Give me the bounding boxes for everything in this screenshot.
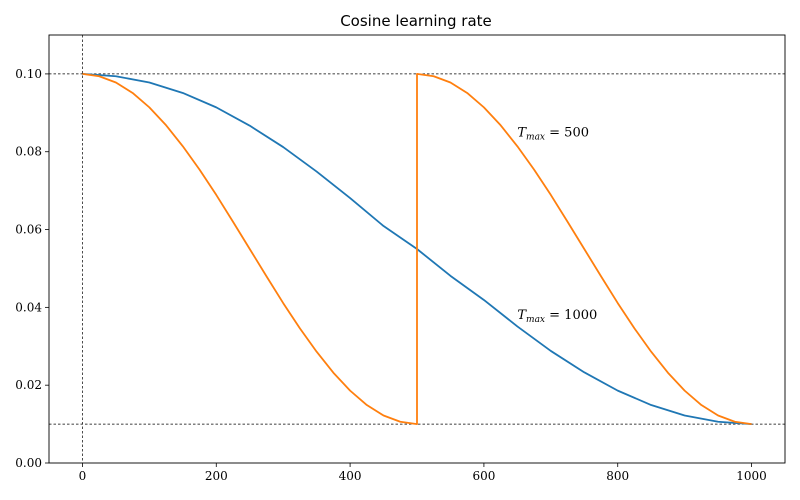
x-tick-label: 0 (79, 469, 87, 483)
x-tick-label: 1000 (736, 469, 767, 483)
series-annotation-1: Tmax = 500 (517, 125, 589, 142)
y-tick-label: 0.08 (15, 145, 42, 159)
series-annotation-2: Tmax = 1000 (517, 308, 597, 325)
plot-area-frame (48, 34, 786, 464)
y-tick-label: 0.02 (15, 378, 42, 392)
y-tick-label: 0.06 (15, 223, 42, 237)
y-tick-label: 0.10 (15, 67, 42, 81)
x-tick-label: 200 (205, 469, 228, 483)
chart-title: Cosine learning rate (340, 12, 492, 30)
y-tick-label: 0.04 (15, 300, 42, 314)
x-tick-label: 400 (339, 469, 362, 483)
y-tick-label: 0.00 (15, 456, 42, 470)
x-tick-label: 600 (472, 469, 495, 483)
series-line-2 (82, 73, 752, 425)
x-tick-label: 800 (606, 469, 629, 483)
